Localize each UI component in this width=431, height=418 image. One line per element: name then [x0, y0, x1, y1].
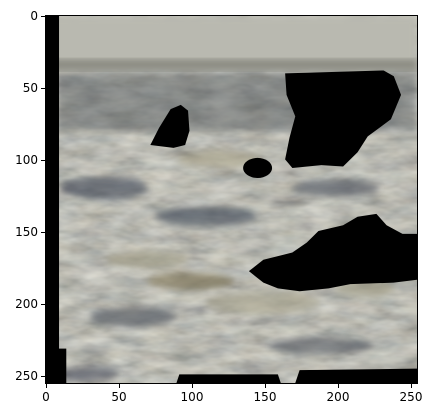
x-tick-label: 50	[111, 390, 127, 404]
y-tick	[41, 304, 45, 305]
x-tick-label: 250	[399, 390, 423, 404]
x-tick-label: 200	[326, 390, 350, 404]
y-tick	[41, 160, 45, 161]
y-tick-label: 200	[15, 297, 38, 311]
y-tick-label: 0	[30, 9, 38, 23]
y-tick	[41, 88, 45, 89]
x-tick	[119, 384, 120, 388]
y-tick	[41, 16, 45, 17]
x-tick	[411, 384, 412, 388]
y-tick-label: 100	[15, 153, 38, 167]
x-tick-label: 150	[253, 390, 277, 404]
plot-image	[46, 16, 417, 383]
y-tick	[41, 376, 45, 377]
x-tick	[265, 384, 266, 388]
x-tick-label: 0	[42, 390, 50, 404]
image-axes	[45, 15, 418, 384]
x-tick	[192, 384, 193, 388]
x-tick	[338, 384, 339, 388]
y-tick-label: 250	[15, 369, 38, 383]
x-tick-label: 100	[180, 390, 204, 404]
x-tick	[46, 384, 47, 388]
y-tick	[41, 232, 45, 233]
y-tick-label: 150	[15, 225, 38, 239]
y-tick-label: 50	[22, 81, 38, 95]
